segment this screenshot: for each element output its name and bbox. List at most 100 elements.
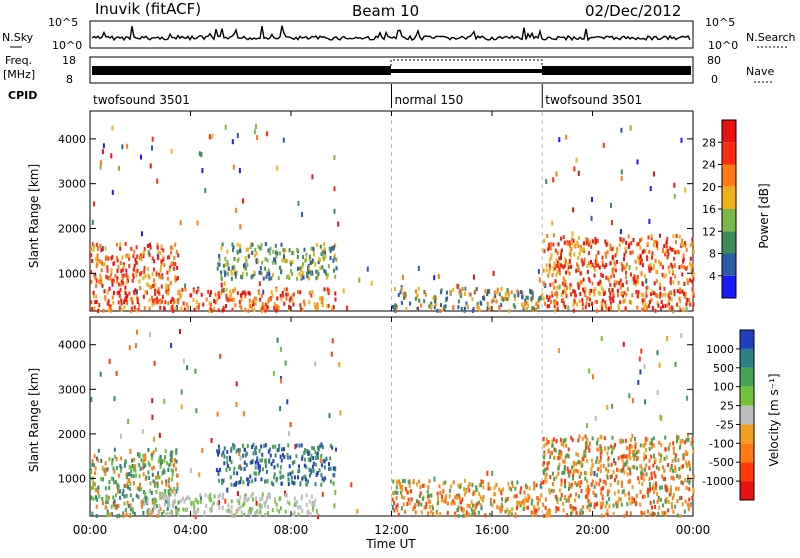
heatmap-cell — [543, 471, 545, 476]
heatmap-cell — [620, 169, 623, 175]
heatmap-cell — [474, 289, 477, 294]
heatmap-cell — [275, 308, 278, 313]
heatmap-cell — [160, 495, 162, 500]
nave-trace — [390, 59, 543, 66]
heatmap-cell — [153, 483, 156, 488]
heatmap-cell — [402, 502, 405, 507]
heatmap-cell — [226, 260, 229, 264]
heatmap-cell — [581, 302, 584, 307]
heatmap-cell — [606, 404, 609, 410]
heatmap-cell — [394, 490, 397, 495]
heatmap-cell — [658, 260, 661, 265]
heatmap-cell — [268, 271, 271, 277]
heatmap-cell — [641, 281, 644, 286]
heatmap-cell — [251, 250, 254, 255]
heatmap-cell — [94, 495, 97, 500]
heatmap-cell — [652, 265, 655, 270]
heatmap-cell — [329, 248, 332, 253]
heatmap-cell — [338, 362, 341, 368]
heatmap-cell — [168, 498, 170, 503]
heatmap-cell — [251, 445, 253, 449]
heatmap-cell — [257, 244, 260, 249]
heatmap-cell — [631, 496, 634, 501]
heatmap-cell — [305, 257, 308, 262]
heatmap-cell — [238, 465, 240, 470]
heatmap-cell — [112, 466, 115, 471]
heatmap-cell — [666, 488, 669, 493]
heatmap-cell — [104, 500, 107, 505]
heatmap-cell — [650, 437, 653, 442]
heatmap-cell — [308, 257, 311, 262]
heatmap-cell — [468, 504, 471, 509]
heatmap-cell — [244, 495, 247, 500]
heatmap-cell — [322, 478, 325, 483]
heatmap-cell — [146, 499, 149, 504]
heatmap-cell — [574, 506, 577, 511]
heatmap-cell — [283, 287, 286, 292]
heatmap-cell — [635, 266, 638, 271]
heatmap-cell — [645, 463, 648, 468]
heatmap-cell — [236, 291, 239, 296]
heatmap-cell — [570, 435, 573, 440]
heatmap-cell — [173, 300, 176, 305]
heatmap-cell — [123, 462, 126, 468]
heatmap-cell — [299, 505, 302, 510]
heatmap-cell — [264, 464, 267, 469]
heatmap-cell — [482, 296, 485, 300]
heatmap-cell — [444, 480, 447, 485]
heatmap-cell — [147, 250, 150, 256]
heatmap-cell — [681, 481, 684, 486]
heatmap-cell — [427, 498, 430, 503]
heatmap-cell — [101, 465, 104, 471]
heatmap-cell — [234, 303, 237, 308]
heatmap-cell — [95, 264, 98, 269]
heatmap-cell — [166, 270, 169, 275]
heatmap-cell — [585, 237, 588, 242]
heatmap-cell — [648, 266, 651, 271]
heatmap-cell — [523, 501, 525, 506]
heatmap-cell — [600, 487, 603, 492]
heatmap-cell — [112, 476, 115, 481]
heatmap-cell — [669, 468, 672, 473]
heatmap-cell — [207, 494, 210, 499]
heatmap-cell — [147, 273, 150, 278]
heatmap-cell — [147, 511, 150, 516]
heatmap-cell — [586, 264, 589, 268]
heatmap-cell — [124, 242, 127, 246]
heatmap-cell — [219, 353, 222, 359]
heatmap-cell — [692, 302, 695, 307]
heatmap-cell — [278, 509, 281, 514]
heatmap-cell — [240, 293, 242, 298]
heatmap-cell — [162, 255, 165, 260]
heatmap-cell — [249, 460, 252, 465]
heatmap-cell — [242, 453, 244, 458]
heatmap-cell — [585, 494, 587, 499]
heatmap-cell — [527, 505, 529, 510]
heatmap-cell — [266, 304, 269, 309]
heatmap-cell — [395, 504, 398, 509]
heatmap-cell — [289, 296, 292, 301]
heatmap-cell — [616, 247, 619, 252]
heatmap-cell — [436, 308, 439, 313]
heatmap-cell — [242, 411, 245, 417]
heatmap-cell — [277, 276, 280, 281]
heatmap-cell — [94, 482, 96, 487]
heatmap-cell — [251, 242, 254, 247]
heatmap-cell — [648, 466, 651, 471]
heatmap-cell — [289, 455, 292, 460]
heatmap-cell — [611, 288, 614, 293]
heatmap-cell — [500, 295, 503, 300]
heatmap-cell — [608, 288, 611, 293]
heatmap-cell — [93, 273, 95, 277]
heatmap-cell — [252, 302, 254, 307]
heatmap-cell — [682, 453, 685, 458]
heatmap-cell — [617, 468, 620, 473]
heatmap-cell — [454, 495, 457, 500]
heatmap-cell — [682, 307, 685, 312]
heatmap-cell — [686, 433, 689, 438]
heatmap-cell — [300, 443, 303, 448]
heatmap-cell — [665, 497, 668, 501]
heatmap-cell — [248, 479, 251, 484]
heatmap-cell — [471, 503, 474, 508]
heatmap-cell — [553, 308, 556, 313]
